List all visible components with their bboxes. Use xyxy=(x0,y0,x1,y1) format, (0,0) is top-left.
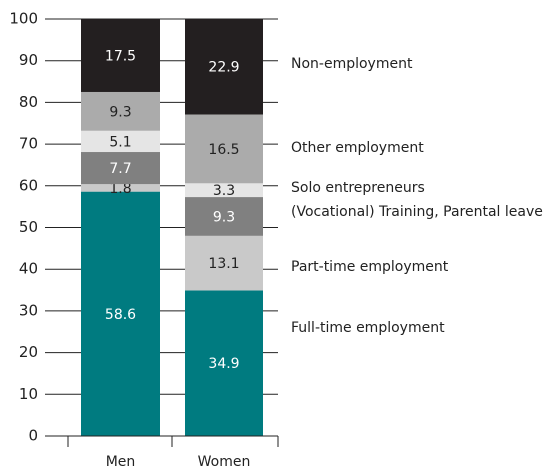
legend-label: (Vocational) Training, Parental leave xyxy=(291,204,543,220)
y-tick-label: 40 xyxy=(19,260,38,278)
bar-segment xyxy=(81,19,160,92)
data-label: 1.8 xyxy=(109,181,131,197)
data-label: 9.3 xyxy=(213,209,235,225)
y-tick-label: 100 xyxy=(9,10,38,28)
legend-label: Non-employment xyxy=(291,56,413,72)
data-label: 16.5 xyxy=(208,142,239,158)
y-tick-label: 0 xyxy=(28,427,38,445)
y-tick-label: 20 xyxy=(19,343,38,361)
data-label: 13.1 xyxy=(208,256,239,272)
bar-segment xyxy=(81,191,160,436)
bar-segment xyxy=(185,183,263,198)
data-label: 34.9 xyxy=(208,356,239,372)
y-tick-label: 60 xyxy=(19,176,38,194)
legend-label: Other employment xyxy=(291,140,424,156)
y-tick-label: 70 xyxy=(19,135,38,153)
bar-segment xyxy=(81,152,160,185)
bar-segment xyxy=(185,290,263,436)
bar-segment xyxy=(185,235,263,291)
data-label: 17.5 xyxy=(105,48,136,64)
x-tick-label: Men xyxy=(106,454,136,468)
y-tick-label: 30 xyxy=(19,301,38,319)
y-tick-label: 50 xyxy=(19,218,38,236)
x-tick-label: Women xyxy=(198,454,251,468)
data-label: 22.9 xyxy=(208,60,239,76)
data-label: 7.7 xyxy=(109,161,131,177)
bar-segment xyxy=(185,197,263,236)
y-tick-label: 80 xyxy=(19,93,38,111)
bar-segment xyxy=(81,91,160,131)
legend-label: Solo entrepreneurs xyxy=(291,180,425,196)
legend-label: Part-time employment xyxy=(291,259,449,275)
bar-segment xyxy=(185,114,263,184)
data-label: 9.3 xyxy=(109,104,131,120)
legend-label: Full-time employment xyxy=(291,320,445,336)
bar-segment xyxy=(185,19,263,115)
data-label: 3.3 xyxy=(213,183,235,199)
y-tick-label: 10 xyxy=(19,385,38,403)
data-label: 5.1 xyxy=(109,134,131,150)
y-tick-label: 90 xyxy=(19,51,38,69)
bar-segment xyxy=(81,130,160,153)
data-label: 58.6 xyxy=(105,307,136,323)
bar-segment xyxy=(81,184,160,192)
